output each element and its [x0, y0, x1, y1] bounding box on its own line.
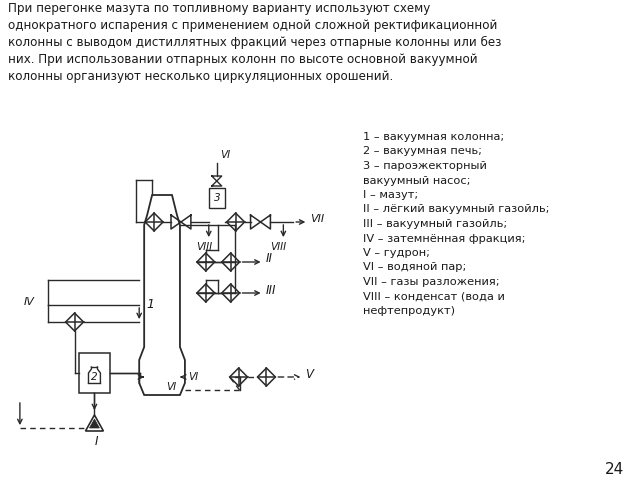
Text: 3 – пароэжекторный: 3 – пароэжекторный	[363, 161, 487, 171]
Polygon shape	[90, 419, 99, 428]
Text: 1: 1	[146, 299, 154, 312]
Text: I – мазут;: I – мазут;	[363, 190, 418, 200]
Text: VII – газы разложения;: VII – газы разложения;	[363, 277, 499, 287]
Text: III – вакуумный газойль;: III – вакуумный газойль;	[363, 219, 507, 229]
Text: VI: VI	[166, 382, 176, 392]
Text: III: III	[266, 284, 276, 297]
Text: VI: VI	[188, 372, 198, 382]
Text: II: II	[266, 252, 273, 265]
Text: VIII: VIII	[196, 242, 212, 252]
Text: 3: 3	[214, 193, 221, 203]
Text: IV – затемнённая фракция;: IV – затемнённая фракция;	[363, 233, 525, 243]
Text: При перегонке мазута по топливному варианту используют схему
однократного испаре: При перегонке мазута по топливному вариа…	[8, 2, 502, 83]
Text: 2: 2	[91, 372, 98, 382]
Text: VI – водяной пар;: VI – водяной пар;	[363, 263, 467, 273]
Text: VIII – конденсат (вода и: VIII – конденсат (вода и	[363, 291, 505, 301]
Text: нефтепродукт): нефтепродукт)	[363, 306, 455, 316]
Text: вакуумный насос;: вакуумный насос;	[363, 176, 470, 185]
Polygon shape	[86, 415, 104, 431]
Text: V – гудрон;: V – гудрон;	[363, 248, 430, 258]
Text: 1 – вакуумная колонна;: 1 – вакуумная колонна;	[363, 132, 504, 142]
Text: IV: IV	[24, 297, 35, 307]
Text: 24: 24	[605, 462, 625, 477]
Text: VIII: VIII	[270, 242, 287, 252]
Text: V: V	[305, 368, 313, 381]
Text: I: I	[95, 435, 98, 448]
Text: 2 – вакуумная печь;: 2 – вакуумная печь;	[363, 146, 482, 156]
Text: VII: VII	[310, 214, 324, 224]
Text: VI: VI	[220, 150, 230, 160]
Text: II – лёгкий вакуумный газойль;: II – лёгкий вакуумный газойль;	[363, 204, 549, 215]
